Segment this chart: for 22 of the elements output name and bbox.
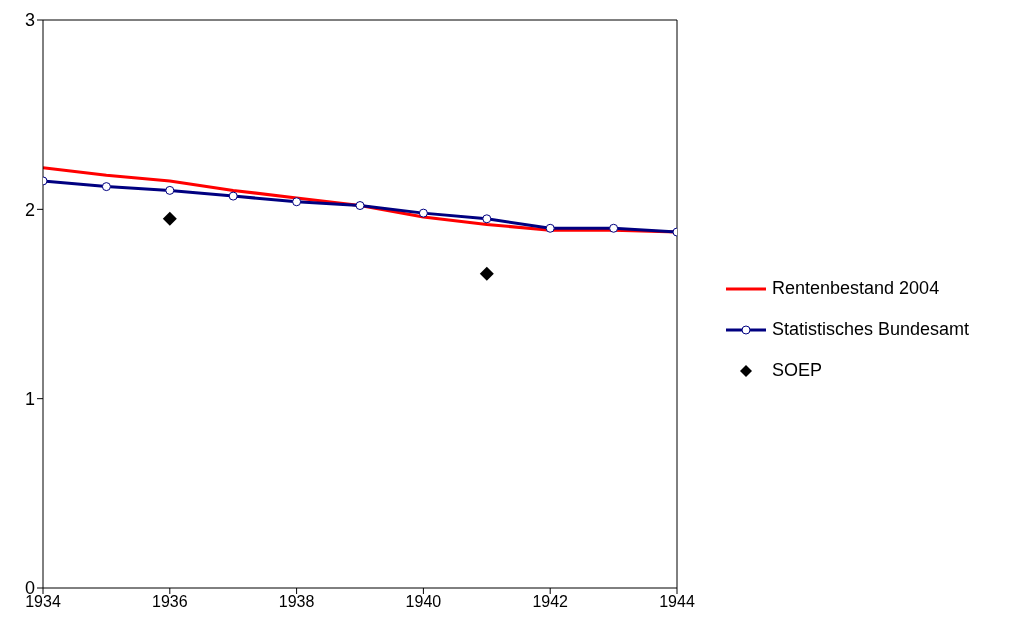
point — [165, 185, 175, 195]
point — [355, 201, 365, 211]
point — [101, 182, 111, 192]
point — [228, 191, 238, 201]
point — [479, 266, 494, 281]
y-tick-label: 2 — [24, 199, 35, 220]
x-tick-label: 1944 — [659, 593, 695, 611]
x-tick-label: 1936 — [152, 593, 188, 611]
x-tick-label: 1940 — [405, 593, 442, 611]
legend-label: SOEP — [772, 360, 823, 381]
y-tick-label: 1 — [24, 389, 35, 410]
legend-label: Rentenbestand 2004 — [772, 278, 940, 299]
point — [545, 223, 555, 233]
x-tick-label: 1938 — [278, 593, 315, 611]
point — [292, 197, 302, 207]
legend-label: Statistisches Bundesamt — [772, 319, 970, 340]
x-tick-label: 1942 — [532, 593, 569, 611]
point — [482, 214, 492, 224]
point — [609, 223, 619, 233]
y-tick-label: 3 — [24, 10, 35, 31]
point — [162, 211, 177, 226]
point — [418, 208, 428, 218]
